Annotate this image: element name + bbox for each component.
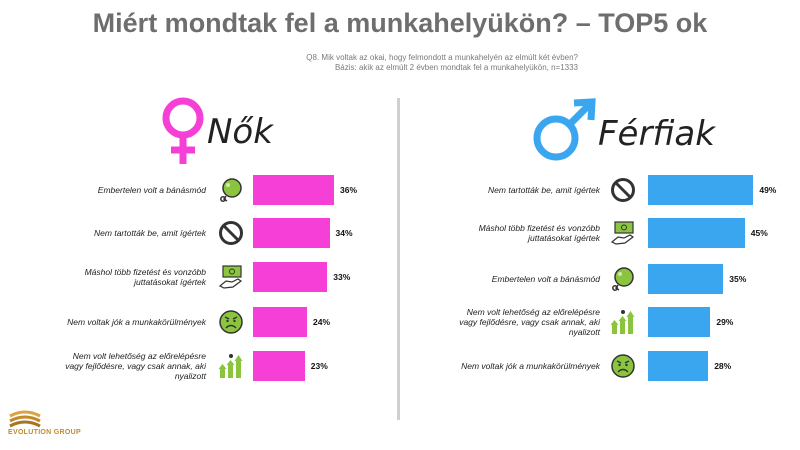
category-label: Nem volt lehetőség az előrelépésre vagy … — [459, 307, 600, 337]
money-hand-icon — [610, 220, 636, 246]
base-text: Bázis: akik az elmúlt 2 évben mondtak fe… — [334, 63, 578, 72]
bar — [648, 307, 711, 337]
female-symbol-icon — [162, 97, 204, 164]
sad-face-icon — [610, 353, 636, 379]
data-label: 23% — [310, 361, 328, 371]
prohibited-icon — [218, 220, 244, 246]
data-label: 36% — [340, 185, 358, 195]
data-label: 24% — [313, 317, 331, 327]
bar — [253, 175, 334, 205]
data-label: 45% — [750, 228, 768, 238]
male-symbol-icon — [533, 98, 596, 161]
data-label: 29% — [716, 317, 734, 327]
data-label: 35% — [729, 274, 747, 284]
bar — [253, 262, 328, 292]
growth-arrows-icon — [610, 309, 636, 335]
data-label: 34% — [335, 228, 353, 238]
bar — [648, 218, 745, 248]
category-label: Máshol több fizetést és vonzóbb juttatás… — [84, 267, 206, 287]
bar — [648, 175, 754, 205]
category-label: Nem voltak jók a munkakörülmények — [67, 317, 206, 327]
category-label: Embertelen volt a bánásmód — [97, 185, 206, 195]
category-label: Nem tartották be, amit ígértek — [488, 185, 600, 195]
page-title: Miért mondtak fel a munkahelyükön? – TOP… — [92, 8, 708, 38]
bar — [253, 351, 305, 381]
category-label: Nem tartották be, amit ígértek — [94, 228, 206, 238]
category-label: Máshol több fizetést és vonzóbb juttatás… — [478, 223, 600, 243]
bar — [648, 264, 724, 294]
data-label: 28% — [714, 361, 732, 371]
growth-arrows-icon — [218, 353, 244, 379]
question-text: Q8. Mik voltak az okai, hogy felmondott … — [306, 53, 578, 62]
logo-text: EVOLUTION GROUP — [8, 429, 81, 436]
category-label: Nem volt lehetőség az előrelépésre vagy … — [65, 351, 206, 381]
data-label: 33% — [333, 272, 351, 282]
category-label: Embertelen volt a bánásmód — [491, 274, 600, 284]
category-label: Nem voltak jók a munkakörülmények — [461, 361, 600, 371]
prohibited-icon — [610, 177, 636, 203]
women-title: Nők — [207, 112, 273, 152]
ball-and-chain-icon — [610, 266, 636, 292]
bar — [648, 351, 709, 381]
evolution-group-logo-icon — [9, 410, 41, 428]
data-label: 49% — [759, 185, 777, 195]
sad-face-icon — [218, 309, 244, 335]
center-divider — [397, 98, 400, 420]
bar — [253, 307, 307, 337]
ball-and-chain-icon — [218, 177, 244, 203]
money-hand-icon — [218, 264, 244, 290]
men-title: Férfiak — [598, 114, 715, 154]
bar — [253, 218, 330, 248]
